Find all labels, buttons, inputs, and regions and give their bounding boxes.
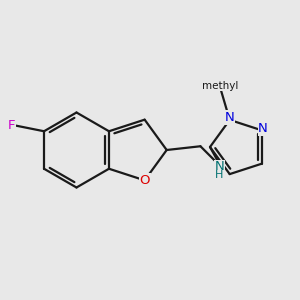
- Text: methyl: methyl: [202, 81, 238, 91]
- Text: N: N: [215, 160, 224, 173]
- Text: N: N: [225, 111, 235, 124]
- Text: O: O: [140, 174, 150, 187]
- Text: F: F: [8, 119, 15, 132]
- Text: N: N: [258, 122, 268, 135]
- Text: H: H: [215, 170, 224, 180]
